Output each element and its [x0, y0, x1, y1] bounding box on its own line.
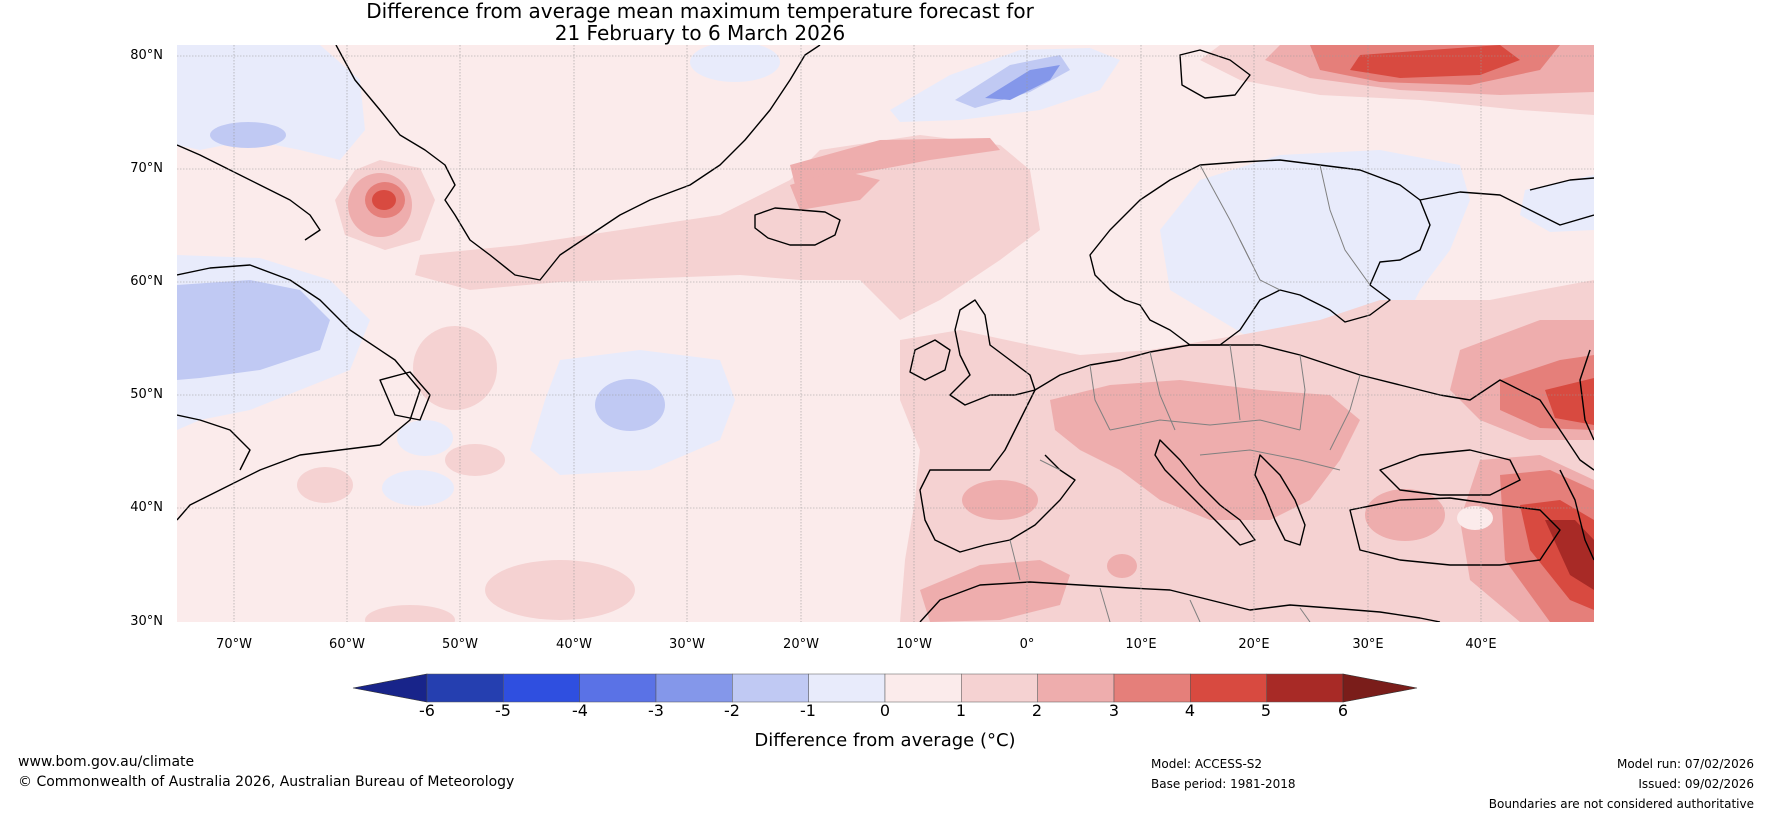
lat-label: 30°N [130, 614, 163, 629]
colorbar-segment [1190, 673, 1267, 703]
colorbar-tick-label: 1 [955, 701, 967, 720]
colorbar-tick-label: 3 [1108, 701, 1120, 720]
lon-label: 30°W [669, 637, 705, 652]
colorbar-tick-label: 6 [1337, 701, 1349, 720]
colorbar-segment [1113, 673, 1191, 703]
colorbar-label: Difference from average (°C) [754, 730, 1016, 751]
country-borders [1009, 164, 1371, 622]
lon-label: 10°E [1125, 637, 1157, 652]
base-period-text: Base period: 1981-2018 [1151, 777, 1296, 791]
lon-label: 50°W [442, 637, 478, 652]
model-text: Model: ACCESS-S2 [1151, 757, 1263, 771]
colorbar-segment [426, 673, 504, 703]
colorbar-tick-label: 5 [1260, 701, 1272, 720]
coastlines [177, 45, 1594, 622]
colorbar-segment [732, 673, 809, 703]
colorbar-tick-label: -2 [724, 701, 740, 720]
anomaly-contours [177, 45, 1594, 622]
lat-label: 60°N [130, 274, 163, 289]
lon-label: 60°W [329, 637, 365, 652]
colorbar-tick-label: -6 [419, 701, 435, 720]
colorbar-segment [579, 673, 657, 703]
colorbar-tick-label: 2 [1031, 701, 1043, 720]
colorbar-tick-label: -1 [800, 701, 816, 720]
copyright-text: © Commonwealth of Australia 2026, Austra… [18, 774, 515, 790]
map-title-line-1: Difference from average mean maximum tem… [366, 0, 1034, 23]
lon-label: 20°E [1238, 637, 1270, 652]
disclaimer-text: Boundaries are not considered authoritat… [1488, 797, 1754, 811]
map-area [177, 45, 1594, 622]
model-run-text: Model run: 07/02/2026 [1616, 757, 1754, 771]
colorbar-tick-label: -5 [495, 701, 511, 720]
colorbar-under-arrow [352, 673, 428, 703]
colorbar-segment [503, 673, 580, 703]
issued-text: Issued: 09/02/2026 [1638, 777, 1754, 791]
colorbar-tick-label: 0 [879, 701, 891, 720]
lon-label: 10°W [896, 637, 932, 652]
lon-label: 30°E [1352, 637, 1384, 652]
lon-label: 70°W [216, 637, 252, 652]
colorbar-segment [1037, 673, 1115, 703]
map-title-line-2: 21 February to 6 March 2026 [554, 21, 846, 45]
lat-label: 70°N [130, 161, 163, 176]
lat-label: 40°N [130, 500, 163, 515]
colorbar-tick-label: -4 [572, 701, 588, 720]
lon-label: 0° [1019, 637, 1035, 652]
colorbar-segment [961, 673, 1038, 703]
graticule [177, 45, 1594, 622]
colorbar-segment [808, 673, 886, 703]
colorbar-segment [1266, 673, 1344, 703]
lon-label: 40°E [1465, 637, 1497, 652]
website-text: www.bom.gov.au/climate [18, 754, 195, 770]
colorbar-tick-label: -3 [648, 701, 664, 720]
colorbar-segment [655, 673, 733, 703]
colorbar-segment [884, 673, 962, 703]
lat-label: 80°N [130, 48, 163, 63]
colorbar [352, 673, 1418, 703]
colorbar-tick-label: 4 [1184, 701, 1196, 720]
lon-label: 40°W [556, 637, 592, 652]
colorbar-over-arrow [1342, 673, 1418, 703]
lat-label: 50°N [130, 387, 163, 402]
lon-label: 20°W [783, 637, 819, 652]
